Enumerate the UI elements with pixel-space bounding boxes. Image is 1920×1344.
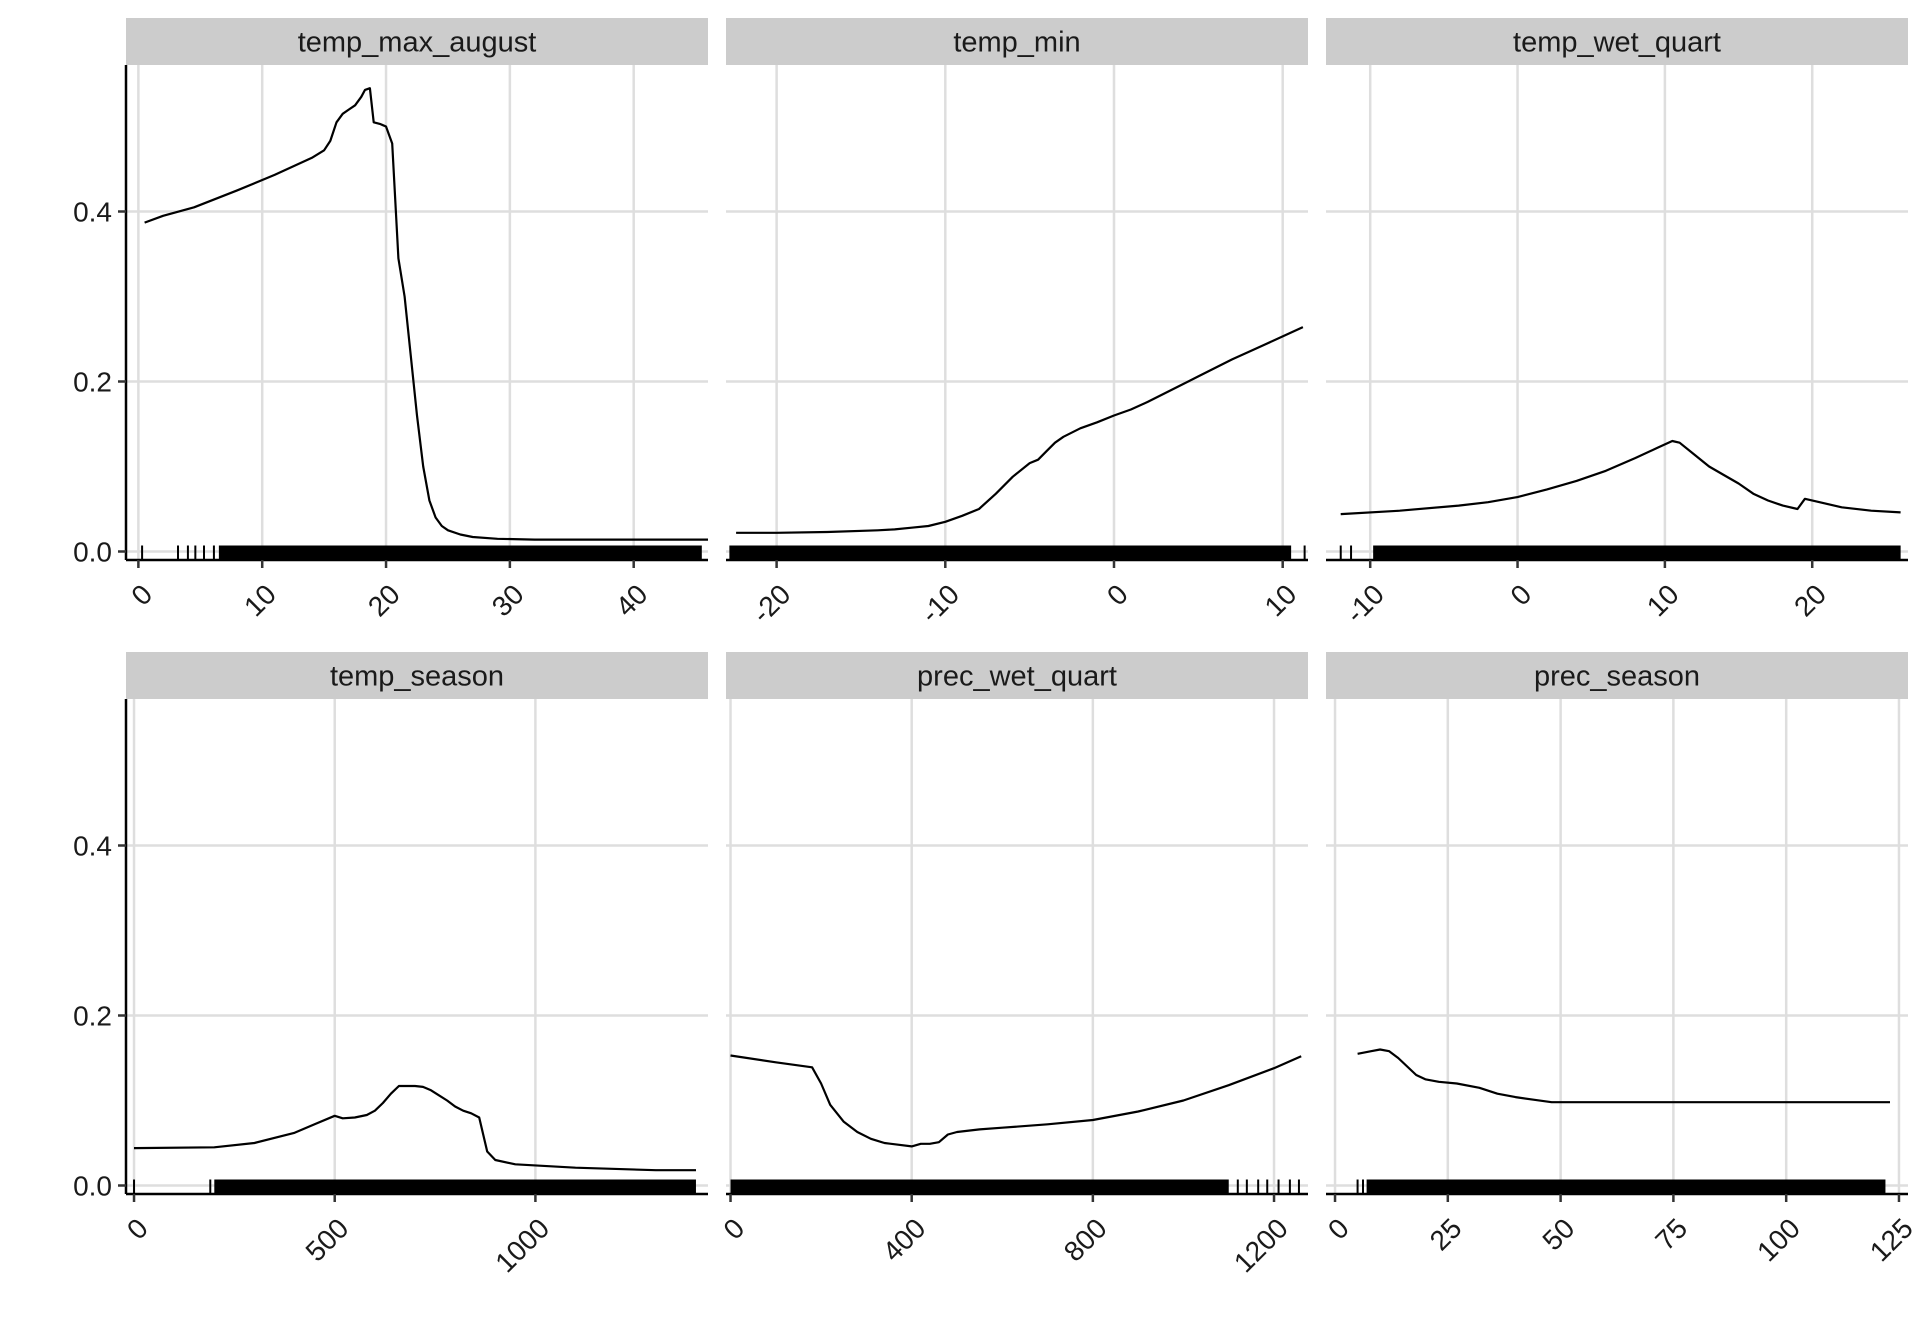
panel-title: prec_wet_quart [917,661,1117,693]
y-tick-label: 0.0 [73,537,112,568]
rug-band [214,1179,696,1194]
rug-band [729,545,1292,560]
series-line [1340,439,1901,516]
panel-strip [126,18,708,65]
series-line [736,326,1304,534]
panel-strip [1326,652,1908,699]
y-tick-label: 0.4 [73,831,112,862]
series-line [1357,1048,1890,1104]
series-line [144,87,708,541]
panel-title: temp_min [953,27,1080,59]
y-tick-label: 0.4 [73,197,112,228]
panel-title: temp_max_august [298,27,537,59]
rug-band [730,1179,1229,1194]
panel-title: temp_season [330,661,504,693]
panel-strip [726,652,1308,699]
panel-strip [726,18,1308,65]
panel-title: temp_wet_quart [1513,27,1721,59]
series-line [730,1054,1302,1148]
y-tick-label: 0.2 [73,1001,112,1032]
rug-band [218,545,702,560]
rug-band [1373,545,1901,560]
rug-band [1366,1179,1886,1194]
panel-strip [126,652,708,699]
y-tick-label: 0.0 [73,1171,112,1202]
panel-strip [1326,18,1908,65]
panel-title: prec_season [1534,661,1700,693]
series-line [133,1084,696,1172]
y-tick-label: 0.2 [73,367,112,398]
